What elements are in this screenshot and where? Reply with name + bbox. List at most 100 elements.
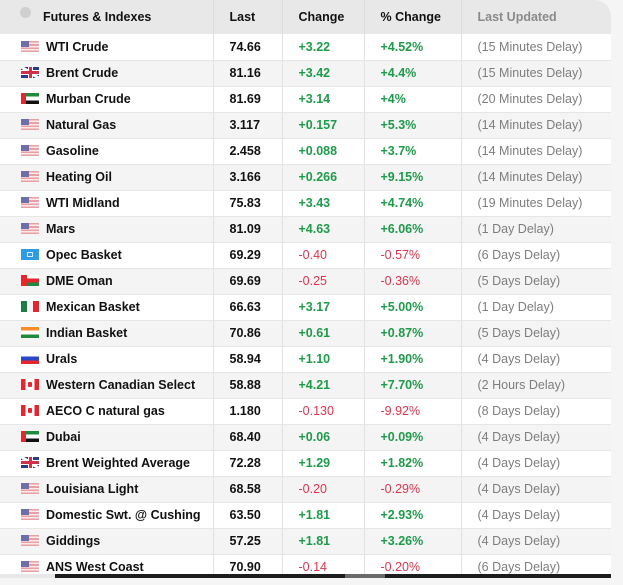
table-row[interactable]: Opec Basket 69.29 -0.40 -0.57% (6 Days D… — [0, 242, 611, 269]
commodity-name[interactable]: Brent Weighted Average — [46, 456, 191, 470]
table-row[interactable]: Mars 81.09 +4.63 +6.06% (1 Day Delay) — [0, 216, 611, 243]
last-updated-value: (14 Minutes Delay) — [461, 138, 611, 165]
commodity-name-cell[interactable]: WTI Crude — [0, 34, 214, 61]
change-value: +1.81 — [282, 528, 365, 555]
commodity-name-cell[interactable]: Mexican Basket — [0, 294, 214, 321]
commodity-name-cell[interactable]: Natural Gas — [0, 112, 214, 139]
commodity-name-cell[interactable]: Louisiana Light — [0, 476, 214, 503]
commodity-name[interactable]: Natural Gas — [46, 118, 117, 132]
table-row[interactable]: Domestic Swt. @ Cushing 63.50 +1.81 +2.9… — [0, 502, 611, 529]
commodity-name-cell[interactable]: WTI Midland — [0, 190, 214, 217]
commodity-name-cell[interactable]: Opec Basket — [0, 242, 214, 269]
commodity-name-cell[interactable]: Mars — [0, 216, 214, 243]
flag-ru-icon — [21, 353, 39, 364]
last-price: 75.83 — [213, 190, 283, 217]
commodity-name[interactable]: WTI Crude — [46, 39, 109, 54]
pct-change-value: +4.4% — [364, 60, 462, 87]
commodity-name[interactable]: Western Canadian Select — [46, 378, 196, 392]
last-updated-value: (1 Day Delay) — [461, 294, 611, 321]
table-row[interactable]: Mexican Basket 66.63 +3.17 +5.00% (1 Day… — [0, 294, 611, 321]
commodity-name[interactable]: Giddings — [46, 534, 101, 548]
table-row[interactable]: DME Oman 69.69 -0.25 -0.36% (5 Days Dela… — [0, 268, 611, 295]
commodity-name[interactable]: Mars — [46, 222, 76, 236]
horizontal-scrollbar[interactable] — [0, 574, 611, 578]
last-price: 68.58 — [213, 476, 283, 503]
column-header-pct-change[interactable]: % Change — [364, 0, 462, 34]
commodity-name-cell[interactable]: Giddings — [0, 528, 214, 555]
scrollbar-thumb[interactable] — [345, 574, 385, 578]
commodity-name-cell[interactable]: Murban Crude — [0, 86, 214, 113]
last-updated-value: (5 Days Delay) — [461, 320, 611, 347]
commodity-name[interactable]: Louisiana Light — [46, 482, 139, 496]
flag-us-icon — [21, 509, 39, 520]
table-row[interactable]: Natural Gas 3.117 +0.157 +5.3% (14 Minut… — [0, 112, 611, 139]
commodity-name-cell[interactable]: AECO C natural gas — [0, 398, 214, 425]
pct-change-value: +9.15% — [364, 164, 462, 191]
commodity-name[interactable]: Mexican Basket — [46, 300, 140, 314]
table-row[interactable]: Brent Weighted Average 72.28 +1.29 +1.82… — [0, 450, 611, 477]
flag-om-icon — [21, 275, 39, 286]
commodity-name[interactable]: Indian Basket — [46, 326, 128, 340]
pct-change-value: +4% — [364, 86, 462, 113]
last-price: 69.29 — [213, 242, 283, 269]
commodity-name[interactable]: Urals — [46, 352, 78, 366]
flag-in-icon — [21, 327, 39, 338]
commodity-name[interactable]: WTI Midland — [46, 196, 120, 210]
commodity-name[interactable]: AECO C natural gas — [46, 404, 165, 418]
commodity-name[interactable]: Dubai — [46, 430, 81, 444]
pct-change-value: -0.29% — [364, 476, 462, 503]
commodity-name-cell[interactable]: Urals — [0, 346, 214, 373]
commodity-name-cell[interactable]: Gasoline — [0, 138, 214, 165]
table-row[interactable]: Western Canadian Select 58.88 +4.21 +7.7… — [0, 372, 611, 399]
change-value: +3.43 — [282, 190, 365, 217]
column-header-name[interactable]: Futures & Indexes — [0, 0, 214, 34]
last-price: 81.69 — [213, 86, 283, 113]
flag-us-icon — [21, 535, 39, 546]
last-price: 57.25 — [213, 528, 283, 555]
commodity-name[interactable]: Heating Oil — [46, 170, 112, 184]
table-row[interactable]: WTI Midland 75.83 +3.43 +4.74% (19 Minut… — [0, 190, 611, 217]
table-row[interactable]: Indian Basket 70.86 +0.61 +0.87% (5 Days… — [0, 320, 611, 347]
table-row[interactable]: Giddings 57.25 +1.81 +3.26% (4 Days Dela… — [0, 528, 611, 555]
table-row[interactable]: Urals 58.94 +1.10 +1.90% (4 Days Delay) — [0, 346, 611, 373]
table-row[interactable]: Louisiana Light 68.58 -0.20 -0.29% (4 Da… — [0, 476, 611, 503]
change-value: +0.088 — [282, 138, 365, 165]
column-header-last[interactable]: Last — [213, 0, 283, 34]
commodity-name-cell[interactable]: Indian Basket — [0, 320, 214, 347]
last-price: 3.166 — [213, 164, 283, 191]
table-row[interactable]: Brent Crude 81.16 +3.42 +4.4% (15 Minute… — [0, 60, 611, 87]
flag-us-icon — [21, 483, 39, 494]
commodity-name-cell[interactable]: Dubai — [0, 424, 214, 451]
column-header-last-updated[interactable]: Last Updated — [477, 10, 557, 24]
pct-change-value: +1.90% — [364, 346, 462, 373]
last-updated-value: (4 Days Delay) — [461, 528, 611, 555]
flag-mx-icon — [21, 301, 39, 312]
commodity-name[interactable]: Brent Crude — [46, 66, 119, 80]
table-row[interactable]: Heating Oil 3.166 +0.266 +9.15% (14 Minu… — [0, 164, 611, 191]
last-updated-value: (15 Minutes Delay) — [461, 60, 611, 87]
table-row[interactable]: Dubai 68.40 +0.06 +0.09% (4 Days Delay) — [0, 424, 611, 451]
table-row[interactable]: Murban Crude 81.69 +3.14 +4% (20 Minutes… — [0, 86, 611, 113]
commodity-name[interactable]: Murban Crude — [46, 92, 131, 106]
flag-gb-icon — [21, 67, 39, 78]
commodity-name[interactable]: Domestic Swt. @ Cushing — [46, 508, 201, 522]
commodity-name-cell[interactable]: Domestic Swt. @ Cushing — [0, 502, 214, 529]
commodity-name[interactable]: ANS West Coast — [46, 560, 144, 574]
last-updated-value: (4 Days Delay) — [461, 450, 611, 477]
commodity-name[interactable]: DME Oman — [46, 274, 113, 288]
table-row[interactable]: WTI Crude 74.66 +3.22 +4.52% (15 Minutes… — [0, 34, 611, 61]
last-updated-value: (5 Days Delay) — [461, 268, 611, 295]
last-updated-value: (14 Minutes Delay) — [461, 112, 611, 139]
pct-change-value: +1.82% — [364, 450, 462, 477]
commodity-name-cell[interactable]: Brent Weighted Average — [0, 450, 214, 477]
commodity-name-cell[interactable]: Heating Oil — [0, 164, 214, 191]
table-row[interactable]: Gasoline 2.458 +0.088 +3.7% (14 Minutes … — [0, 138, 611, 165]
commodity-name-cell[interactable]: DME Oman — [0, 268, 214, 295]
column-header-change[interactable]: Change — [282, 0, 365, 34]
commodity-name-cell[interactable]: Brent Crude — [0, 60, 214, 87]
commodity-name[interactable]: Opec Basket — [46, 248, 122, 262]
commodity-name[interactable]: Gasoline — [46, 144, 99, 158]
table-row[interactable]: AECO C natural gas 1.180 -0.130 -9.92% (… — [0, 398, 611, 425]
flag-ae-icon — [21, 431, 39, 442]
commodity-name-cell[interactable]: Western Canadian Select — [0, 372, 214, 399]
